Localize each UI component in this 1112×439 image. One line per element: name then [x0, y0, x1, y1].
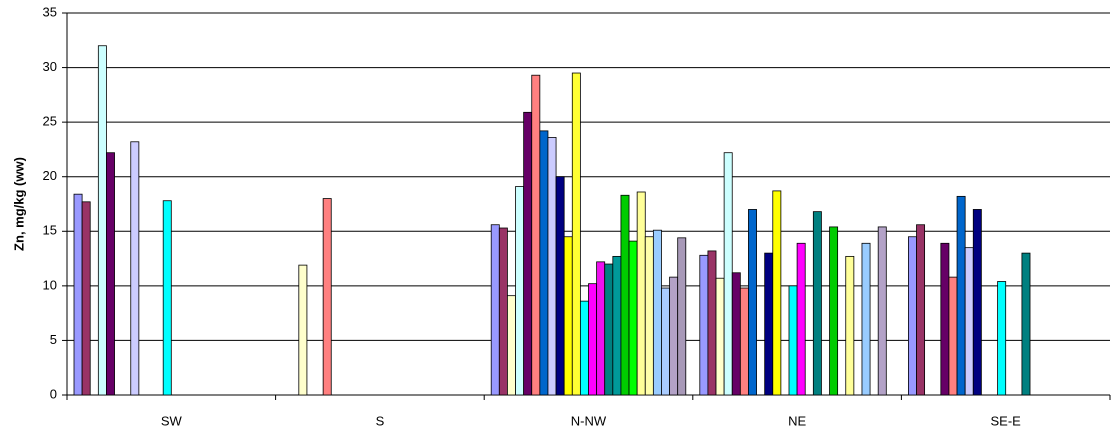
bar — [972, 209, 982, 396]
bar — [490, 224, 500, 396]
bar — [322, 198, 332, 396]
bar — [563, 236, 573, 396]
bar — [788, 285, 798, 396]
bar — [547, 137, 557, 396]
bar — [677, 237, 687, 396]
bar — [796, 242, 806, 396]
bar — [1021, 252, 1031, 396]
y-tick-label: 5 — [50, 332, 57, 347]
y-tick-label: 20 — [43, 168, 57, 183]
bar — [636, 191, 646, 396]
bar — [715, 277, 725, 396]
bar — [964, 247, 974, 396]
bar — [845, 255, 855, 396]
bar — [628, 240, 638, 396]
bar — [498, 227, 508, 396]
bar — [997, 281, 1007, 396]
bar — [731, 272, 741, 396]
bar — [772, 190, 782, 396]
bar — [877, 226, 887, 396]
bar — [515, 186, 525, 396]
bar — [812, 211, 822, 396]
bar — [571, 72, 581, 396]
bar — [507, 295, 516, 396]
bar — [644, 236, 654, 396]
bar — [523, 111, 533, 396]
y-tick-label: 10 — [43, 277, 57, 292]
x-tick-label: NE — [788, 413, 806, 428]
x-tick-label: N-NW — [571, 413, 607, 428]
bar — [707, 250, 717, 396]
bar — [531, 74, 541, 396]
bar — [604, 263, 614, 396]
bar — [948, 276, 958, 396]
x-tick-label: SE-E — [991, 413, 1022, 428]
bar — [555, 176, 565, 396]
bar — [908, 236, 917, 396]
x-tick-label: SW — [161, 413, 183, 428]
bar — [579, 300, 589, 396]
bar — [748, 209, 757, 396]
y-tick-label: 0 — [50, 386, 57, 401]
bar — [940, 242, 950, 396]
x-tick-label: S — [376, 413, 385, 428]
y-tick-label: 35 — [43, 4, 57, 19]
bar — [916, 224, 926, 396]
bar — [699, 254, 709, 396]
bar — [829, 226, 839, 396]
bar — [596, 261, 606, 396]
bar — [669, 276, 679, 396]
bar — [81, 201, 91, 396]
bar — [162, 200, 172, 396]
bar — [130, 141, 140, 396]
bar — [764, 252, 774, 396]
y-axis-label: Zn, mg/kg (ww) — [11, 157, 26, 251]
bar — [612, 255, 622, 396]
y-tick-label: 25 — [43, 114, 57, 129]
bar — [97, 45, 107, 396]
bar — [652, 229, 662, 396]
y-tick-label: 30 — [43, 59, 57, 74]
bar — [73, 193, 83, 396]
bar — [956, 195, 966, 396]
bar — [539, 130, 549, 396]
y-tick-label: 15 — [43, 223, 57, 238]
bar — [861, 242, 871, 396]
bar — [723, 152, 733, 396]
bar — [620, 194, 630, 396]
bar — [588, 283, 598, 396]
bar — [739, 287, 749, 396]
bar — [298, 264, 308, 396]
bar — [106, 152, 115, 396]
bar — [661, 287, 670, 396]
